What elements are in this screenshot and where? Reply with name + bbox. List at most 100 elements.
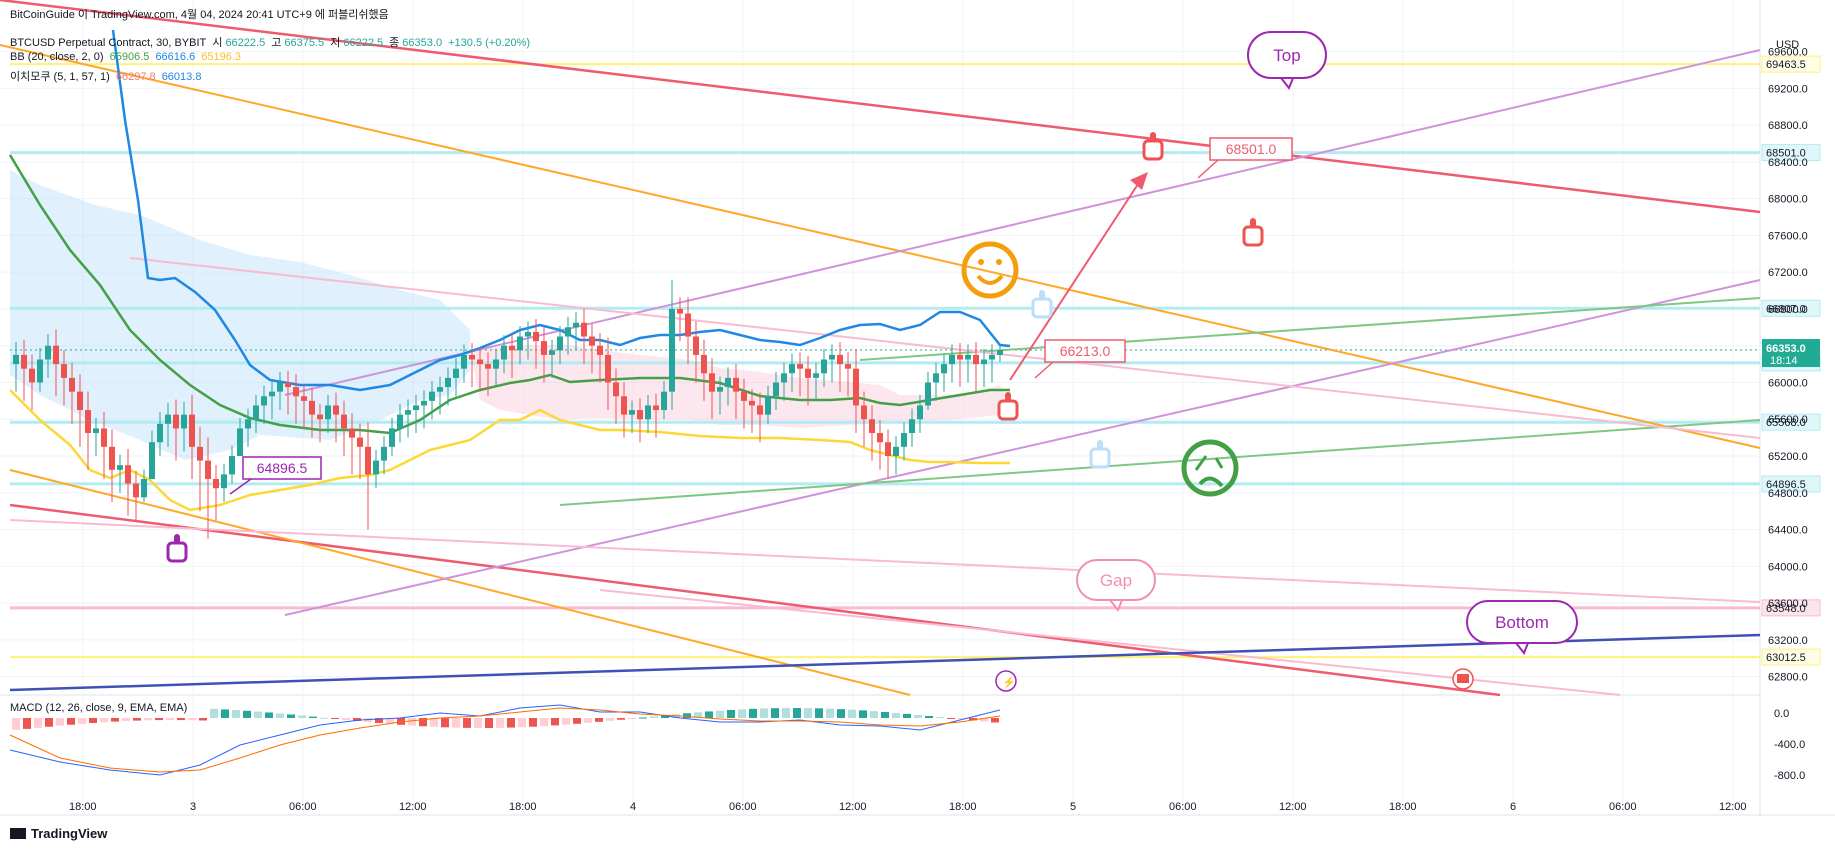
macd-histogram-bar <box>474 718 482 728</box>
price-tick-label: 63600.0 <box>1768 598 1808 610</box>
macd-histogram-bar <box>254 711 262 718</box>
macd-histogram-bar <box>947 718 955 719</box>
macd-histogram-bar <box>980 718 988 722</box>
sad-face-icon-eye <box>1194 455 1208 471</box>
macd-histogram-bar <box>881 711 889 718</box>
candle-body <box>29 368 35 383</box>
pointing-hand-icon <box>1142 139 1164 161</box>
candle-body <box>541 341 547 355</box>
time-tick-label: 12:00 <box>1279 801 1307 813</box>
candle-body <box>269 391 275 397</box>
macd-histogram-bar <box>892 712 900 718</box>
level-label: 63548.0 <box>1766 603 1806 615</box>
candle-body <box>453 368 459 378</box>
pointing-hand-icon-finger <box>1150 132 1156 142</box>
macd-histogram-bar <box>210 708 218 718</box>
candle-body <box>285 382 291 388</box>
level-label: 66807.0 <box>1766 303 1806 315</box>
macd-histogram-bar <box>903 713 911 718</box>
candle-body <box>237 428 243 457</box>
time-tick-label: 6 <box>1510 801 1516 813</box>
candle-body <box>765 396 771 415</box>
macd-legend[interactable]: MACD (12, 26, close, 9, EMA, EMA) <box>10 702 190 714</box>
tradingview-brand[interactable]: TradingView <box>10 826 107 841</box>
bb-legend[interactable]: BB (20, close, 2, 0) 65906.5 66616.6 651… <box>10 51 244 63</box>
candle-body <box>437 387 443 392</box>
time-tick-label: 12:00 <box>399 801 427 813</box>
time-tick-label: 5 <box>1070 801 1076 813</box>
price-tick-label: 68400.0 <box>1768 157 1808 169</box>
candle-body <box>805 368 811 378</box>
candle-body <box>517 336 523 351</box>
brand-text: TradingView <box>31 826 108 841</box>
candle-body <box>885 442 891 457</box>
smiley-icon-mouth <box>976 274 1004 285</box>
pointing-hand-icon <box>1242 225 1264 247</box>
sad-face-icon-mouth <box>1198 476 1224 488</box>
ichimoku-legend[interactable]: 이치모쿠 (5, 1, 57, 1) 66297.8 66013.8 <box>10 68 204 84</box>
candle-body <box>901 433 907 447</box>
candle-body <box>669 308 675 392</box>
lightning-icon-glyph: ⚡ <box>1002 676 1016 689</box>
candle-body <box>933 373 939 383</box>
candle-body <box>333 405 339 415</box>
level-label-box <box>1761 648 1821 666</box>
trendline-green-upper <box>859 297 1761 361</box>
change-value: +130.5 (+0.20%) <box>448 37 531 49</box>
macd-histogram-bar <box>111 718 119 722</box>
macd-histogram-bar <box>529 718 537 727</box>
macd-histogram-bar <box>573 718 581 724</box>
candle-body <box>125 465 131 484</box>
candle-body <box>61 364 67 378</box>
candle-body <box>605 354 611 383</box>
candle-body <box>301 396 307 401</box>
macd-axis-label: 0.0 <box>1774 708 1789 720</box>
candle-body <box>677 308 683 314</box>
callout-64896-label: 64896.5 <box>257 460 308 476</box>
candle-body <box>733 377 739 392</box>
candle-body <box>373 460 379 475</box>
smiley-icon-eye <box>996 259 1002 265</box>
candle-body <box>381 446 387 461</box>
candle-body <box>261 396 267 406</box>
horizontal-levels <box>10 63 1760 659</box>
macd-pane <box>9 704 1001 776</box>
smiley-icon <box>961 241 1019 299</box>
macd-histogram-bar <box>925 715 933 718</box>
candle-body <box>357 437 363 447</box>
bb-label: BB (20, close, 2, 0) <box>10 51 104 63</box>
candle-body <box>173 414 179 429</box>
macd-histogram-bar <box>331 718 339 719</box>
level-label-box <box>1761 413 1821 431</box>
level-label: 69463.5 <box>1766 59 1806 71</box>
macd-histogram-bar <box>309 716 317 718</box>
candle-body <box>613 382 619 397</box>
sad-face-icon <box>1181 439 1239 497</box>
macd-histogram-bar <box>276 713 284 718</box>
bottom-bubble-tail <box>1513 642 1530 655</box>
macd-histogram-bar <box>661 715 669 718</box>
annotations: Top Gap Bottom 68501.0 66213.0 64896.5 ⚡ <box>166 31 1578 692</box>
candle-body <box>661 391 667 411</box>
open-label: 시 <box>212 37 223 49</box>
level-label-box <box>1761 55 1821 73</box>
price-tick-label: 66800.0 <box>1768 304 1808 316</box>
candle-body <box>957 354 963 360</box>
macd-histogram-bar <box>606 718 614 721</box>
tradingview-logo-icon <box>10 828 26 839</box>
macd-histogram-bar <box>749 708 757 718</box>
candle-body <box>565 327 571 337</box>
macd-histogram-bar <box>826 708 834 718</box>
level-label-box <box>1761 144 1821 162</box>
currency-label: USD <box>1776 39 1799 51</box>
ichimoku-value-1: 66297.8 <box>115 71 156 83</box>
candle-body <box>21 354 27 369</box>
macd-line <box>9 704 1001 776</box>
symbol-legend[interactable]: BTCUSD Perpetual Contract, 30, BYBIT 시 66… <box>10 34 533 50</box>
candle-body <box>445 377 451 388</box>
macd-histogram-bar <box>386 718 394 724</box>
time-tick-label: 12:00 <box>839 801 867 813</box>
macd-histogram-bar <box>804 708 812 718</box>
macd-histogram-bar <box>617 718 625 720</box>
